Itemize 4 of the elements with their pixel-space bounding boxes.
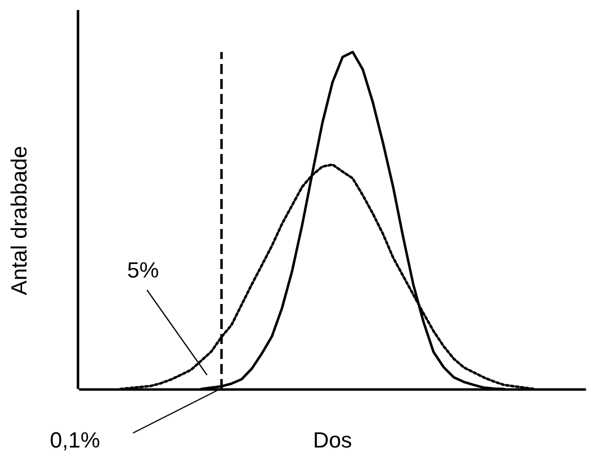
text: 0,1%	[50, 428, 100, 452]
x-axis-title: Dos	[312, 428, 352, 452]
annotation: 5%	[127, 258, 159, 282]
y-axis-title: Antal drabbade	[6, 146, 32, 296]
